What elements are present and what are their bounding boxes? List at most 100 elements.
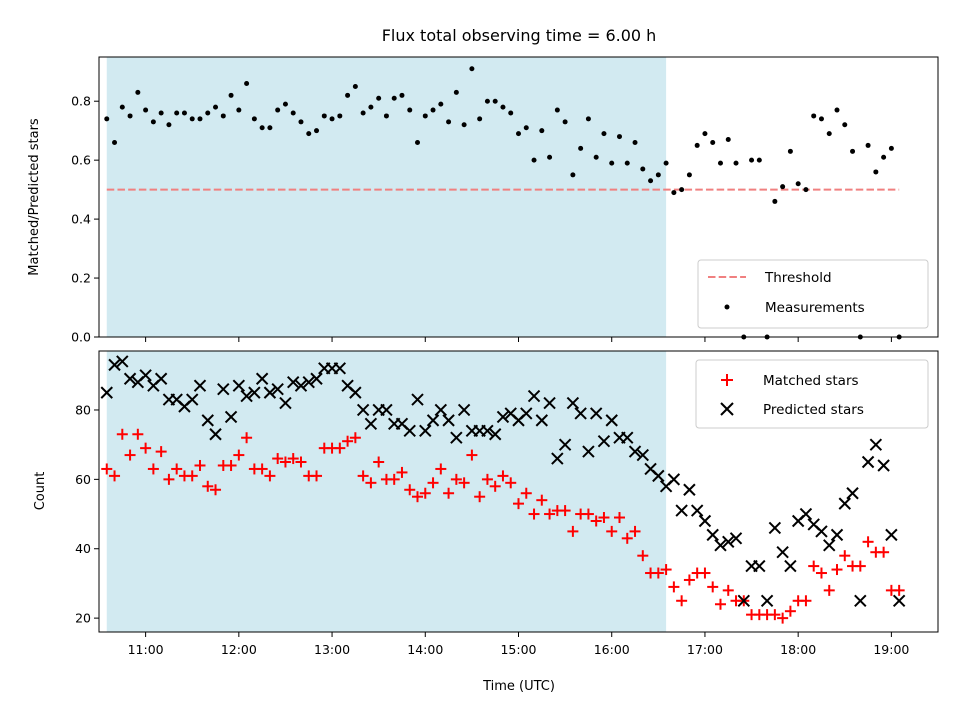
top-legend: Threshold Measurements [697,259,929,329]
matched-star-point [497,470,509,482]
measurement-point [803,187,809,193]
measurement-point [787,148,793,154]
measurement-point [717,160,723,166]
measurement-point [422,113,428,119]
matched-star-point [769,609,781,621]
legend-predicted-label: Predicted stars [763,402,864,418]
measurement-point [609,160,615,166]
measurement-point [352,83,358,89]
predicted-star-point [224,410,238,424]
measurement-point [570,172,576,178]
predicted-star-point [481,424,494,437]
predicted-star-point [698,514,712,528]
measurement-point [430,107,436,113]
matched-star-point [652,567,664,579]
predicted-star-point [582,445,595,458]
measurement-point [189,116,195,122]
measurement-point [616,134,622,140]
predicted-star-point [551,452,564,465]
measurement-point [811,113,817,119]
predicted-star-point [714,539,727,552]
bottom-observing-window-shading [106,351,667,632]
predicted-star-point [108,358,121,372]
legend-matched-swatch [721,374,733,386]
predicted-star-point [356,403,370,417]
predicted-star-point [380,403,393,417]
bottom-legend: Matched stars Predicted stars [695,359,929,429]
top-y-tick-label: 0.4 [71,212,91,227]
predicted-star-point [597,434,611,448]
measurement-point [624,160,630,166]
measurement-point [290,110,296,116]
measurement-point [368,104,374,110]
matched-star-point [155,446,167,458]
matched-star-point [520,487,532,499]
predicted-star-point [287,376,300,389]
predicted-star-point [271,382,284,396]
predicted-star-point [186,393,199,406]
measurement-point [282,101,288,107]
measurement-point [205,110,211,116]
measurement-point [562,119,568,125]
matched-star-point [435,463,447,475]
matched-star-point [629,525,641,537]
legend-threshold-label: Threshold [764,270,832,286]
measurement-point [648,178,654,184]
predicted-star-point [333,362,347,375]
predicted-star-point [722,535,735,549]
predicted-star-point [683,483,696,496]
matched-star-point [311,470,323,482]
predicted-star-point [768,521,782,535]
predicted-star-point [450,431,463,444]
matched-stars-series [101,428,905,624]
matched-star-point [412,491,424,503]
matched-star-point [683,574,695,586]
predicted-star-point [838,497,851,510]
matched-star-point [357,470,369,482]
measurement-point [150,119,156,125]
matched-star-point [132,428,144,440]
matched-star-point [373,456,385,468]
predicted-star-point [100,386,113,399]
predicted-star-point [403,424,416,437]
matched-star-point [668,581,680,593]
measurement-point [679,187,685,193]
top-observing-window-shading [106,57,667,337]
predicted-star-point [706,528,719,542]
matched-star-point [365,477,377,489]
top-y-tick-label: 0.8 [71,94,91,109]
x-tick-label: 15:00 [500,642,536,657]
matched-star-point [613,512,625,524]
top-panel: 0.00.20.40.60.8 Matched/Predicted stars … [27,56,939,345]
predicted-star-point [636,448,650,462]
measurement-point [251,116,257,122]
predicted-star-point [240,389,253,403]
predicted-star-point [426,414,440,427]
legend-measurements-label: Measurements [765,300,865,316]
matched-star-point [140,442,152,454]
predicted-star-point [457,403,471,417]
bottom-y-tick-label: 20 [75,611,91,626]
measurement-point [756,157,762,163]
matched-star-point [489,480,501,492]
measurement-point [407,107,413,113]
measurement-point [632,139,638,145]
matched-star-point [707,581,719,593]
predicted-star-point [364,417,378,431]
x-tick-label: 16:00 [594,642,630,657]
predicted-star-point [589,407,603,420]
matched-star-point [621,532,633,544]
matched-star-point [481,473,493,485]
measurement-point [593,154,599,160]
matched-star-point [878,546,890,558]
predicted-star-point [535,414,549,427]
measurement-point [484,98,490,104]
predicted-star-point [784,559,797,573]
matched-star-point [186,470,198,482]
predicted-star-point [846,487,859,500]
measurement-point [461,122,467,128]
measurement-point [181,110,187,116]
measurement-point [780,184,786,190]
